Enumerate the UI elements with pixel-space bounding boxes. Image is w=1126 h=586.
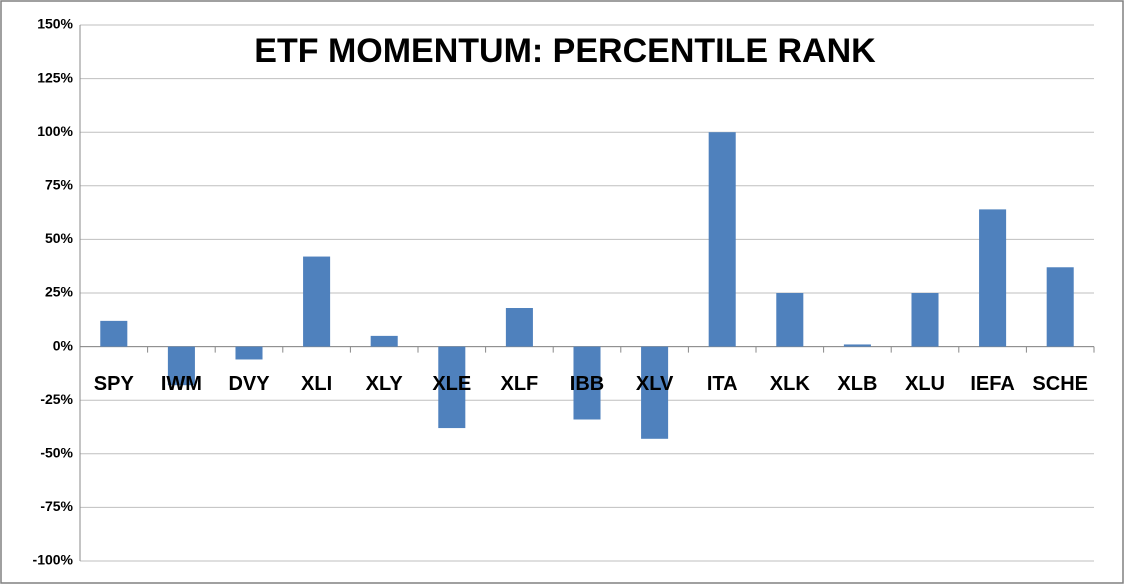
chart-title: ETF MOMENTUM: PERCENTILE RANK bbox=[254, 32, 876, 70]
y-tick-label: 50% bbox=[45, 230, 74, 246]
y-tick-label: -75% bbox=[40, 498, 73, 514]
bar bbox=[1046, 267, 1074, 347]
bar bbox=[641, 346, 669, 439]
y-tick-label: -25% bbox=[40, 391, 73, 407]
x-tick-label: ITA bbox=[707, 373, 738, 395]
x-tick-label: XLF bbox=[501, 373, 539, 395]
x-tick-label: XLY bbox=[366, 373, 404, 395]
bar bbox=[370, 335, 398, 347]
y-tick-label: 150% bbox=[37, 16, 73, 32]
bar bbox=[843, 344, 871, 347]
bar bbox=[438, 346, 466, 429]
x-tick-label: DVY bbox=[228, 373, 270, 395]
bar bbox=[573, 346, 601, 420]
bar bbox=[303, 256, 331, 347]
bar bbox=[708, 132, 736, 347]
y-tick-label: -100% bbox=[33, 552, 74, 568]
bar bbox=[776, 293, 804, 347]
y-tick-label: 100% bbox=[37, 123, 73, 139]
x-tick-label: SCHE bbox=[1032, 373, 1088, 395]
bar bbox=[979, 209, 1007, 347]
y-tick-label: 25% bbox=[45, 284, 74, 300]
y-tick-label: -50% bbox=[40, 445, 73, 461]
y-tick-label: 75% bbox=[45, 177, 74, 193]
bar bbox=[911, 293, 939, 347]
x-tick-label: IBB bbox=[570, 373, 604, 395]
x-tick-label: XLV bbox=[636, 373, 674, 395]
bar bbox=[100, 320, 128, 347]
x-tick-label: IEFA bbox=[970, 373, 1014, 395]
x-tick-label: XLE bbox=[432, 373, 471, 395]
bar bbox=[505, 308, 533, 347]
bar bbox=[167, 346, 195, 386]
x-tick-label: XLU bbox=[905, 373, 945, 395]
x-tick-label: XLK bbox=[770, 373, 811, 395]
x-tick-label: XLI bbox=[301, 373, 332, 395]
bar bbox=[235, 346, 263, 360]
x-tick-label: XLB bbox=[837, 373, 877, 395]
x-tick-label: IWM bbox=[161, 373, 202, 395]
y-tick-label: 0% bbox=[53, 337, 74, 353]
x-tick-label: SPY bbox=[94, 373, 135, 395]
y-tick-label: 125% bbox=[37, 69, 73, 85]
